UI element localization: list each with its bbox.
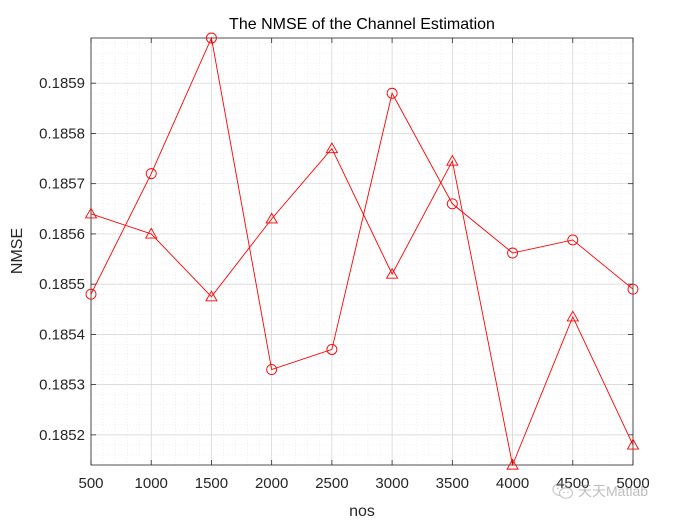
triangle-marker <box>446 154 459 166</box>
triangle-marker <box>385 267 399 279</box>
y-tick-label: 0.1857 <box>39 176 85 193</box>
triangle-marker <box>144 227 158 239</box>
y-axis-label: NMSE <box>9 228 26 274</box>
x-tick-label: 1000 <box>135 475 168 492</box>
x-tick-labels: 500 1000 1500 2000 2500 3000 3500 4000 4500 5000 <box>78 475 649 492</box>
y-tick-labels: 0.1852 0.1853 0.1854 0.1855 0.1856 0.1857 0.18… <box>39 75 85 444</box>
circle-marker <box>567 234 579 246</box>
x-tick-label: 500 <box>78 475 103 492</box>
circle-marker <box>205 32 217 44</box>
plot-background <box>91 38 633 465</box>
x-tick-label: 5000 <box>616 475 649 492</box>
watermark-text: 天天Matlab <box>578 483 649 499</box>
x-tick-label: 2000 <box>255 475 288 492</box>
y-tick-label: 0.1856 <box>39 226 85 243</box>
circle-marker <box>446 198 458 210</box>
triangle-marker <box>205 290 218 302</box>
y-tick-label: 0.1852 <box>39 427 85 444</box>
triangle-marker <box>265 212 278 224</box>
watermark: 天天Matlab <box>552 481 648 501</box>
x-tick-label: 2500 <box>315 475 348 492</box>
x-tick-label: 1500 <box>195 475 228 492</box>
series-layer <box>84 32 640 470</box>
triangle-marker <box>506 458 519 470</box>
circle-marker <box>386 87 398 99</box>
circle-marker <box>266 364 278 376</box>
triangle-series-line <box>90 147 634 467</box>
circle-series-line <box>90 36 634 371</box>
triangle-marker <box>325 142 339 154</box>
y-tick-label: 0.1858 <box>39 125 85 142</box>
chart-title: The NMSE of the Channel Estimation <box>229 16 495 33</box>
y-tick-label: 0.1853 <box>39 377 85 394</box>
x-axis-label: nos <box>349 503 375 520</box>
triangle-marker <box>84 207 98 219</box>
circle-marker <box>627 283 639 295</box>
x-tick-label: 3000 <box>375 475 408 492</box>
axis-ticks <box>90 38 634 465</box>
x-tick-label: 3500 <box>436 475 469 492</box>
triangle-marker <box>566 310 580 322</box>
circle-marker <box>145 168 157 180</box>
y-tick-label: 0.1855 <box>39 276 85 293</box>
triangle-series <box>84 142 640 470</box>
circle-marker <box>507 247 519 259</box>
y-tick-label: 0.1859 <box>39 75 85 92</box>
x-tick-label: 4000 <box>496 475 529 492</box>
circle-marker <box>85 288 97 300</box>
wechat-icon <box>552 482 574 499</box>
plot-frame <box>90 37 634 466</box>
triangle-marker <box>626 438 640 450</box>
y-tick-label: 0.1854 <box>39 326 85 343</box>
circle-series <box>85 32 639 376</box>
circle-marker <box>326 344 338 355</box>
